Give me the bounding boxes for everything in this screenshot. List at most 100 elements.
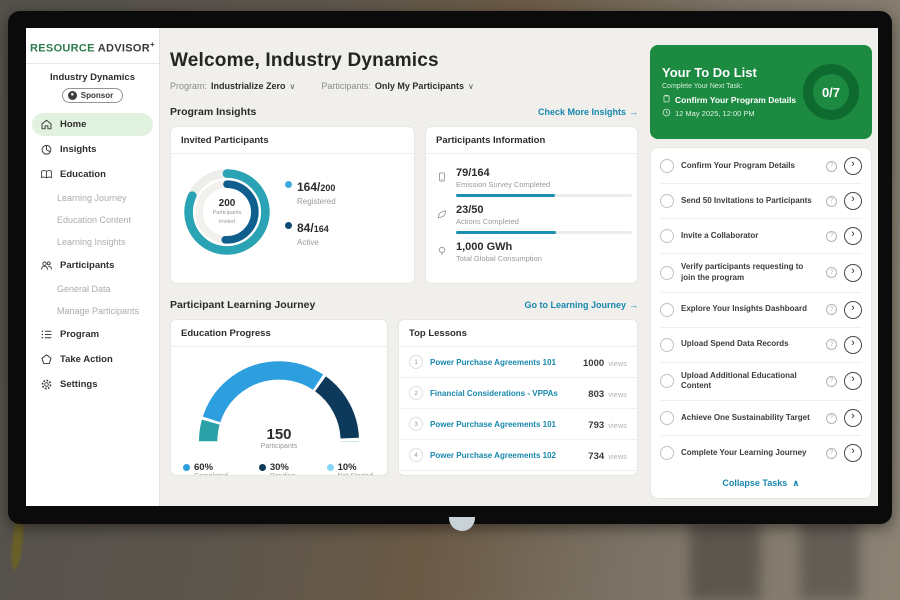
todo-checkbox[interactable] — [660, 337, 674, 352]
chevron-right-button[interactable]: › — [844, 192, 862, 210]
help-icon[interactable]: ? — [826, 230, 837, 242]
lesson-row: 5 Power Purchase Agreements 103 600 view… — [399, 471, 637, 475]
participants-icon — [40, 259, 53, 272]
todo-checkbox[interactable] — [660, 229, 674, 243]
participants-filter-value: Only My Participants — [374, 81, 464, 91]
card-title: Top Lessons — [399, 320, 637, 347]
clock-icon — [662, 108, 671, 119]
todo-checkbox[interactable] — [660, 265, 674, 280]
lesson-row: 3 Power Purchase Agreements 101 793 view… — [399, 409, 637, 440]
lesson-rank: 4 — [409, 448, 423, 462]
help-icon[interactable]: ? — [826, 447, 837, 459]
chevron-down-icon[interactable]: ∨ — [289, 82, 296, 91]
todo-item-invite-a-collaborator: Invite a Collaborator ? › — [660, 219, 862, 254]
lesson-link[interactable]: Power Purchase Agreements 101 — [430, 419, 556, 429]
help-icon[interactable]: ? — [826, 339, 837, 351]
lesson-rank: 1 — [409, 355, 423, 369]
filter-bar: Program: Industrialize Zero ∨ Participants… — [170, 81, 638, 91]
sidebar-item-insights[interactable]: Insights — [32, 138, 153, 161]
chevron-right-button[interactable]: › — [844, 227, 862, 245]
sidebar-item-home[interactable]: Home — [32, 112, 153, 136]
participants-information-card: Participants Information 79/164 Emission… — [425, 126, 638, 284]
background-shadow — [800, 515, 860, 600]
help-icon[interactable]: ? — [826, 195, 837, 207]
sidebar-item-take-action[interactable]: Take Action — [32, 348, 153, 371]
go-to-learning-journey-link[interactable]: Go to Learning Journey → — [524, 300, 638, 310]
legend-item-active: 84/164 Active — [285, 219, 336, 247]
sidebar-item-general-data[interactable]: General Data — [32, 279, 153, 299]
progress-bar — [456, 194, 632, 197]
collapse-label: Collapse Tasks — [722, 478, 788, 489]
main-content: Welcome, Industry Dynamics Program: Indus… — [160, 28, 650, 506]
help-icon[interactable]: ? — [826, 375, 837, 387]
todo-item-complete-your-learning-journey: Complete Your Learning Journey ? › — [660, 436, 862, 470]
chevron-right-button[interactable]: › — [844, 300, 862, 319]
todo-checkbox[interactable] — [660, 194, 674, 208]
info-row-emission-survey-completed: 79/164 Emission Survey Completed — [436, 167, 632, 197]
todo-checkbox[interactable] — [660, 411, 674, 426]
sidebar-item-program[interactable]: Program — [32, 323, 153, 346]
legend-item-registered: 164/200 Registered — [285, 178, 336, 206]
collapse-tasks-link[interactable]: Collapse Tasks ∧ — [660, 470, 862, 494]
lesson-link[interactable]: Financial Considerations - VPPAs — [430, 388, 558, 398]
chevron-right-button[interactable]: › — [844, 263, 862, 282]
chevron-right-button[interactable]: › — [844, 157, 862, 175]
chevron-right-button[interactable]: › — [844, 409, 862, 428]
todo-checkbox[interactable] — [660, 159, 674, 173]
todo-checkbox[interactable] — [660, 374, 674, 389]
sidebar-item-settings[interactable]: Settings — [32, 373, 153, 396]
background-plant-leaf — [9, 523, 25, 571]
survey-icon — [436, 167, 449, 197]
sidebar-item-education[interactable]: Education — [32, 163, 153, 186]
todo-item-label: Upload Additional Educational Content — [681, 370, 797, 391]
help-icon[interactable]: ? — [826, 412, 837, 424]
todo-progress-value: 0/7 — [821, 84, 841, 100]
link-label: Go to Learning Journey — [524, 300, 626, 310]
link-label: Check More Insights — [537, 107, 626, 117]
lesson-link[interactable]: Power Purchase Agreements 101 — [430, 357, 556, 367]
help-icon[interactable]: ? — [826, 304, 837, 316]
section-title-learning-journey: Participant Learning Journey — [170, 299, 316, 311]
sponsor-badge-icon: ● — [67, 90, 77, 100]
participants-filter-label: Participants: — [321, 81, 371, 91]
invited-participants-card: Invited Participants 200 Partic — [170, 126, 415, 284]
chevron-right-button[interactable]: › — [844, 335, 862, 354]
todo-item-label: Upload Spend Data Records — [681, 339, 789, 349]
logo-advisor: ADVISOR — [97, 42, 150, 55]
sidebar-item-label: Participants — [60, 259, 115, 271]
chevron-down-icon[interactable]: ∨ — [467, 82, 474, 91]
sidebar-item-learning-insights[interactable]: Learning Insights — [32, 232, 153, 252]
program-filter[interactable]: Program: Industrialize Zero ∨ — [170, 81, 295, 91]
lesson-row: 4 Power Purchase Agreements 102 734 view… — [399, 440, 637, 471]
sidebar-nav: Home Insights Education Learning Journey… — [26, 112, 159, 396]
logo-resource: RESOURCE — [30, 42, 95, 55]
todo-item-upload-spend-data-records: Upload Spend Data Records ? › — [660, 328, 862, 363]
sidebar-item-manage-participants[interactable]: Manage Participants — [32, 301, 153, 321]
todo-checkbox[interactable] — [660, 302, 674, 317]
sidebar-item-participants[interactable]: Participants — [32, 254, 153, 277]
help-icon[interactable]: ? — [826, 267, 837, 279]
legend-item-completed: 60% Completed — [183, 462, 228, 475]
sidebar-item-learning-journey[interactable]: Learning Journey — [32, 188, 153, 208]
participants-filter[interactable]: Participants: Only My Participants ∨ — [321, 81, 473, 91]
todo-item-label: Confirm Your Program Details — [681, 160, 795, 170]
lesson-link[interactable]: Power Purchase Agreements 102 — [430, 450, 556, 460]
clipboard-icon — [662, 94, 671, 105]
help-icon[interactable]: ? — [826, 160, 837, 172]
check-more-insights-link[interactable]: Check More Insights → — [538, 107, 638, 117]
sidebar-item-label: Insights — [60, 143, 97, 155]
todo-item-label: Verify participants requesting to join t… — [681, 262, 804, 282]
chevron-right-button[interactable]: › — [844, 372, 862, 391]
todo-checkbox[interactable] — [660, 446, 674, 461]
app-logo: RESOURCE ADVISOR+ — [26, 36, 159, 63]
program-icon — [40, 328, 53, 341]
card-title: Invited Participants — [171, 127, 414, 154]
home-icon — [40, 118, 53, 131]
sidebar-item-label: Manage Participants — [57, 305, 140, 316]
education-icon — [40, 168, 53, 181]
todo-item-achieve-one-sustainability-target: Achieve One Sustainability Target ? › — [660, 401, 862, 437]
sidebar-item-education-content[interactable]: Education Content — [32, 210, 153, 230]
monitor-power-button — [449, 517, 475, 531]
todo-due-date: 12 May 2025, 12:00 PM — [675, 109, 755, 118]
chevron-right-button[interactable]: › — [844, 444, 862, 463]
